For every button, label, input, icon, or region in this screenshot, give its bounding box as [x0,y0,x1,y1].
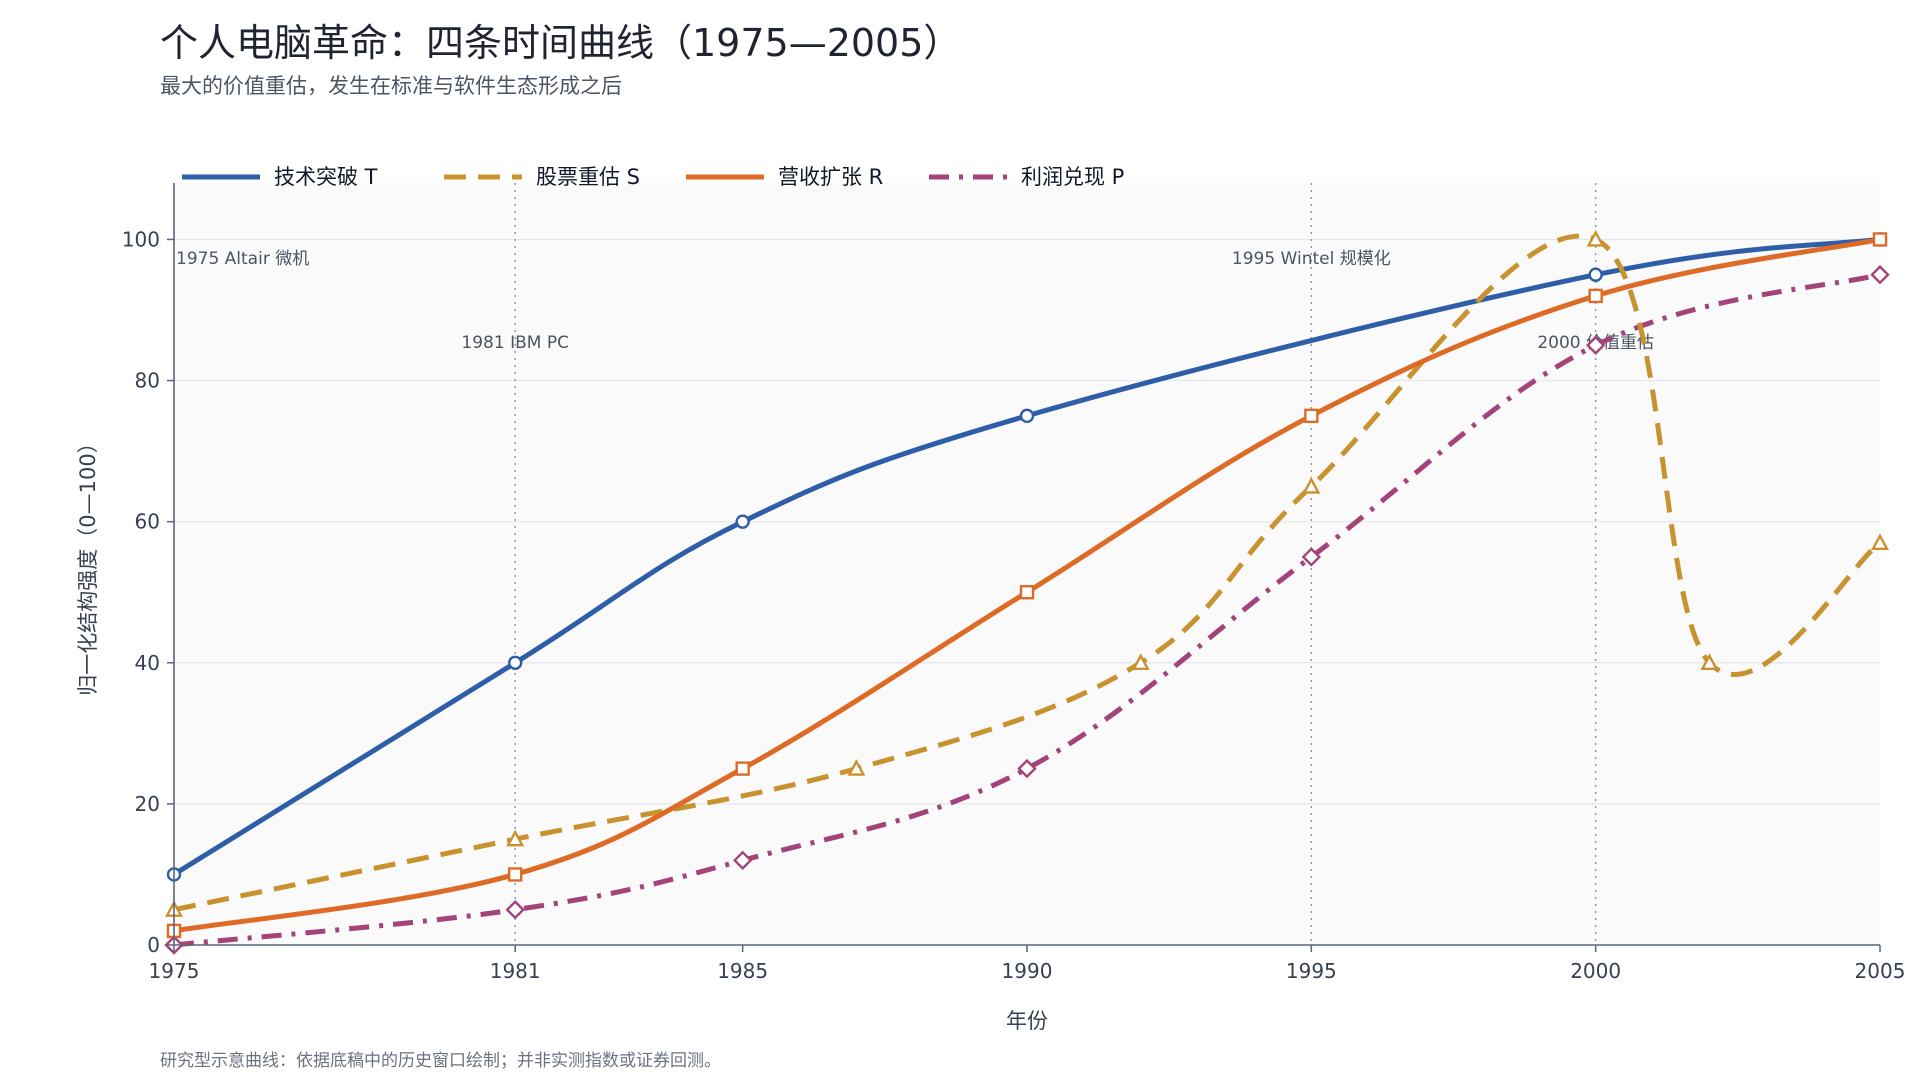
data-point-revenue-2005 [1872,232,1888,247]
chart-title: 个人电脑革命：四条时间曲线（1975—2005） [160,21,962,65]
x-tick-label-1981: 1981 [490,959,541,983]
data-point-revenue-2000 [1588,288,1603,304]
chart-subtitle: 最大的价值重估，发生在标准与软件生态形成之后 [160,74,622,98]
data-point-technology-1990 [1019,408,1035,424]
data-point-stock-1995 [1302,476,1321,494]
footnote: 研究型示意曲线：依据底稿中的历史窗口绘制；并非实测指数或证券回测。 [160,1051,721,1071]
legend-item-stock: 股票重估 S [444,165,640,189]
event-label-1981: 1981 IBM PC [461,333,569,353]
legend-item-profit: 利润兑现 P [929,165,1124,189]
legend-label-technology: 技术突破 T [274,165,378,189]
data-point-profit-1981 [505,900,525,920]
event-label-1995: 1995 Wintel 规模化 [1232,249,1391,269]
series-revenue [166,232,1888,939]
y-tick-label-100: 100 [122,227,160,251]
data-point-stock-1981 [506,829,525,847]
data-point-technology-2000 [1588,267,1603,282]
data-point-stock-1987 [847,759,866,776]
x-tick-label-2000: 2000 [1570,959,1621,983]
legend-label-stock: 股票重估 S [536,165,640,189]
y-axis-title: 归一化结构强度（0—100） [76,432,100,695]
data-point-revenue-1995 [1304,408,1319,424]
data-point-technology-1981 [508,655,523,670]
legend-label-revenue: 营收扩张 R [778,165,883,189]
data-point-profit-2005 [1870,265,1890,285]
data-point-profit-1990 [1017,758,1037,779]
data-point-profit-1985 [732,850,753,871]
x-axis-title: 年份 [1006,1009,1048,1033]
data-point-profit-1995 [1301,547,1322,567]
legend-item-revenue: 营收扩张 R [686,165,883,189]
event-label-1975: 1975 Altair 微机 [176,249,309,269]
y-tick-label-60: 60 [135,510,160,534]
data-point-stock-2005 [1870,533,1890,551]
y-tick-label-40: 40 [135,651,160,675]
data-point-revenue-1985 [735,761,750,776]
data-point-stock-2000 [1586,229,1605,247]
series-line-stock [173,233,1882,913]
x-tick-label-1975: 1975 [149,959,200,983]
legend-label-profit: 利润兑现 P [1021,165,1124,189]
data-point-technology-1985 [735,514,750,529]
data-point-stock-2002 [1700,653,1719,670]
data-point-stock-1992 [1131,653,1150,670]
x-tick-label-1995: 1995 [1286,959,1337,983]
legend-item-technology: 技术突破 T [182,165,378,189]
y-tick-label-0: 0 [147,933,160,957]
x-tick-label-1990: 1990 [1002,959,1053,983]
plot-area [174,183,1880,945]
data-point-revenue-1990 [1019,585,1035,600]
data-point-revenue-1981 [508,867,523,882]
series-stock [164,229,1890,917]
y-tick-label-20: 20 [135,792,160,816]
data-point-profit-2000 [1585,335,1606,355]
y-tick-label-80: 80 [135,369,160,393]
x-tick-label-1985: 1985 [717,959,768,983]
x-tick-label-2005: 2005 [1855,959,1906,983]
